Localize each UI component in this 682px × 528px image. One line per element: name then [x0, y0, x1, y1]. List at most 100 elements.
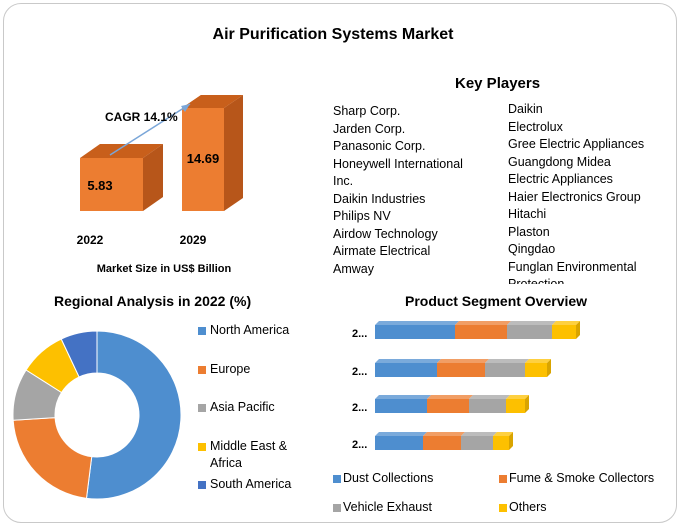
key-player-item: Plaston	[508, 224, 550, 239]
product-bar-segment-fume-smoke-collectors	[437, 363, 485, 377]
key-player-item: Inc.	[333, 174, 354, 188]
product-bar-segment-dust-collections	[375, 436, 423, 450]
product-bar-end	[576, 321, 580, 339]
product-bar-end	[509, 432, 513, 450]
key-player-item: Electrolux	[508, 119, 563, 134]
bar-2029-front-fill	[182, 108, 224, 211]
infographic-frame	[3, 3, 677, 523]
product-row-label: 2...	[352, 402, 367, 414]
regional-legend-label: North America	[210, 323, 290, 337]
product-bar-top	[375, 359, 441, 363]
legend-swatch	[198, 443, 206, 451]
cagr-label: CAGR 14.1%	[105, 110, 178, 124]
product-bar-segment-dust-collections	[375, 325, 455, 339]
market-size-caption: Market Size in US$ Billion	[97, 263, 232, 275]
key-players-heading: Key Players	[455, 75, 541, 92]
product-bar-segment-others	[493, 436, 509, 450]
key-player-item: Sharp Corp.	[333, 104, 401, 118]
key-player-item: Amway	[333, 261, 374, 276]
product-bar-top	[493, 432, 513, 436]
product-segment-chart: 2... 2... 2... 2...	[352, 321, 580, 451]
market-size-chart: 5.83 14.69 CAGR 14.1% 2022 2029 Market S…	[77, 95, 243, 275]
product-bar-top	[437, 359, 489, 363]
product-bar-top	[507, 321, 556, 325]
key-player-item: Daikin Industries	[333, 191, 426, 206]
bar-2022-value: 5.83	[87, 178, 112, 193]
product-row-label: 2...	[352, 366, 367, 378]
product-bar-top	[525, 359, 551, 363]
product-bar-top	[552, 321, 580, 325]
product-bar-segment-vehicle-exhaust	[507, 325, 552, 339]
bar-2029	[182, 95, 243, 211]
key-player-item: Funglan Environmental	[508, 259, 637, 274]
product-bar-top	[461, 432, 497, 436]
product-bar-top	[375, 432, 427, 436]
product-bar-top	[455, 321, 511, 325]
regional-legend-label: Middle East &	[210, 439, 288, 453]
product-bar-segment-others	[552, 325, 576, 339]
key-player-item: Honeywell International	[333, 156, 463, 171]
key-player-item: Philips NV	[333, 209, 391, 223]
product-bar-segment-fume-smoke-collectors	[427, 399, 469, 413]
product-bar-end	[525, 395, 529, 413]
product-bar-top	[427, 395, 473, 399]
x-tick-2029: 2029	[180, 233, 207, 247]
product-bar-segment-vehicle-exhaust	[469, 399, 506, 413]
bar-2022-side	[143, 144, 163, 211]
legend-swatch	[198, 481, 206, 489]
x-tick-2022: 2022	[77, 233, 104, 247]
legend-swatch	[198, 366, 206, 374]
key-player-item: Jarden Corp.	[333, 121, 406, 136]
legend-swatch	[499, 475, 507, 483]
product-bar-segment-fume-smoke-collectors	[455, 325, 507, 339]
legend-swatch	[333, 504, 341, 512]
legend-swatch	[333, 475, 341, 483]
key-player-item: Airmate Electrical	[333, 244, 431, 258]
product-legend-label: Others	[509, 500, 547, 514]
product-bar-segment-dust-collections	[375, 399, 427, 413]
bar-2022	[80, 144, 163, 211]
bar-2029-side-b	[224, 95, 243, 211]
page-title: Air Purification Systems Market	[212, 26, 454, 43]
product-bar-segment-vehicle-exhaust	[461, 436, 493, 450]
product-bar-top	[469, 395, 510, 399]
legend-swatch	[198, 327, 206, 335]
key-player-item: Guangdong Midea	[508, 154, 611, 169]
bar-2029-value: 14.69	[187, 151, 220, 166]
regional-legend-label: South America	[210, 477, 292, 491]
donut-slice-north-america	[85, 330, 182, 500]
key-player-item: Electric Appliances	[508, 172, 613, 186]
donut-slice-europe	[12, 417, 93, 499]
key-player-item: Protection	[508, 277, 565, 284]
product-segment-title: Product Segment Overview	[405, 293, 588, 309]
legend-swatch	[499, 504, 507, 512]
product-bar-top	[485, 359, 529, 363]
key-player-item: Daikin	[508, 102, 543, 116]
key-player-item: Airdow Technology	[333, 226, 438, 241]
product-bar-top	[506, 395, 529, 399]
key-player-item: Panasonic Corp.	[333, 139, 426, 153]
product-bar-segment-others	[525, 363, 547, 377]
product-row-label: 2...	[352, 328, 367, 340]
product-bar-segment-dust-collections	[375, 363, 437, 377]
regional-legend-label: Asia Pacific	[210, 400, 275, 414]
product-bar-end	[547, 359, 551, 377]
product-bar-segment-vehicle-exhaust	[485, 363, 525, 377]
product-bar-segment-fume-smoke-collectors	[423, 436, 461, 450]
key-player-item: Hitachi	[508, 207, 547, 221]
product-legend-label: Fume & Smoke Collectors	[509, 471, 655, 485]
key-player-item: Gree Electric Appliances	[508, 137, 645, 151]
product-bar-top	[375, 395, 431, 399]
cagr-arrow-line	[109, 103, 191, 156]
product-legend-label: Dust Collections	[343, 471, 434, 485]
product-legend-label: Vehicle Exhaust	[343, 500, 432, 514]
regional-analysis-title: Regional Analysis in 2022 (%)	[54, 293, 252, 309]
bar-2022-top	[80, 144, 163, 158]
regional-legend-label: Europe	[210, 362, 251, 376]
regional-donut-chart	[12, 330, 182, 500]
product-row-label: 2...	[352, 439, 367, 451]
donut-slice-south-america	[60, 330, 98, 378]
cagr-arrowhead	[181, 104, 190, 112]
key-players-column-1: Sharp Corp. Jarden Corp. Panasonic Corp. Ho…	[333, 103, 463, 278]
legend-swatch	[198, 404, 206, 412]
